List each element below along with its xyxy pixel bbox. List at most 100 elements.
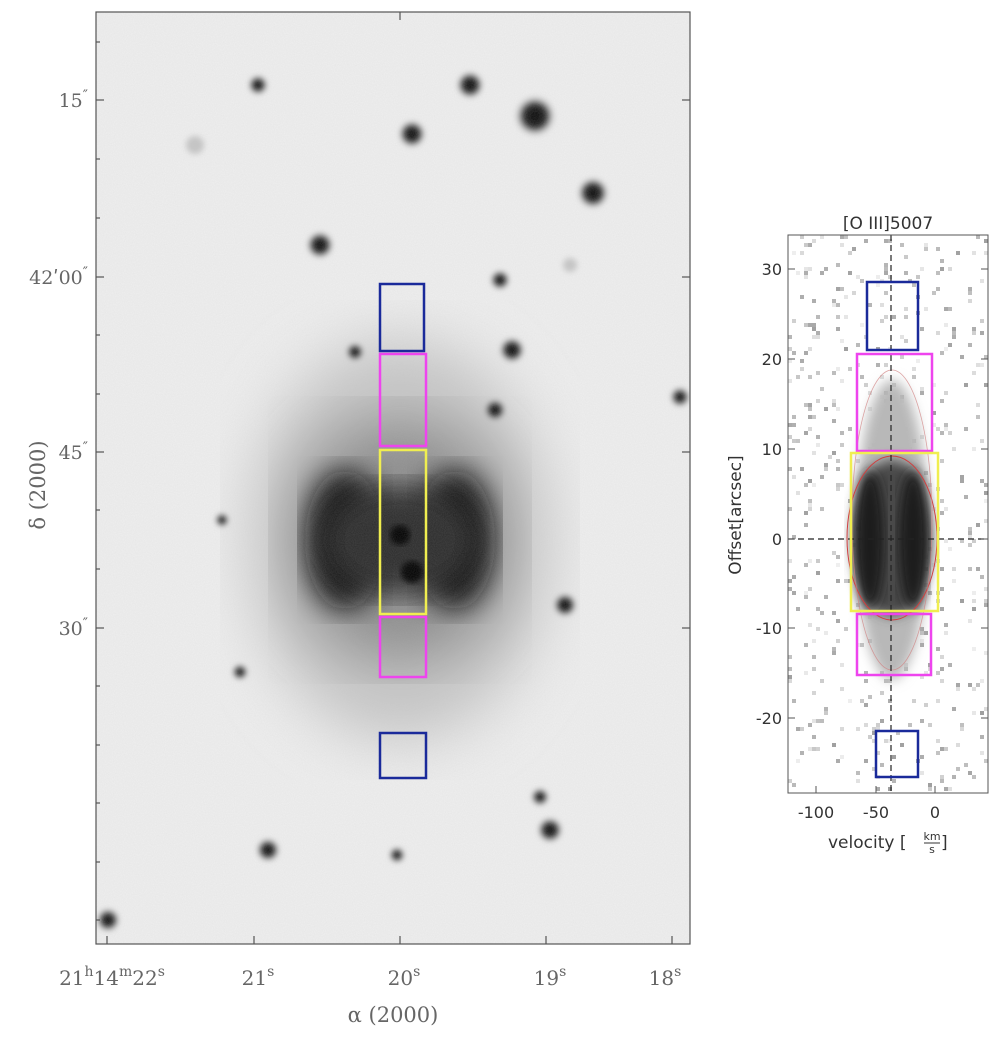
pv-noise-pixel	[856, 275, 860, 279]
pv-noise-pixel	[800, 367, 804, 371]
pv-noise-pixel	[840, 379, 844, 383]
pv-noise-pixel	[856, 343, 860, 347]
pv-noise-pixel	[944, 427, 948, 431]
pv-noise-pixel	[796, 375, 800, 379]
pv-noise-pixel	[904, 339, 908, 343]
aperture-middle-bottom	[378, 615, 428, 679]
pv-noise-pixel	[932, 383, 936, 387]
pv-noise-pixel	[952, 707, 956, 711]
pv-noise-pixel	[800, 467, 804, 471]
pv-noise-pixel	[788, 467, 792, 471]
pv-noise-pixel	[960, 599, 964, 603]
pv-noise-pixel	[964, 427, 968, 431]
pv-noise-pixel	[940, 351, 944, 355]
pv-noise-pixel	[908, 723, 912, 727]
pv-noise-pixel	[812, 327, 816, 331]
pv-noise-pixel	[876, 363, 880, 367]
pv-noise-pixel	[804, 323, 808, 327]
pv-noise-pixel	[984, 483, 988, 487]
pv-noise-pixel	[812, 735, 816, 739]
pv-noise-pixel	[796, 271, 800, 275]
pv-noise-pixel	[792, 423, 796, 427]
pv-noise-pixel	[804, 563, 808, 567]
pv-noise-pixel	[832, 743, 836, 747]
pv-noise-pixel	[980, 479, 984, 483]
pv-noise-pixel	[864, 759, 868, 763]
pv-noise-pixel	[900, 355, 904, 359]
pv-noise-pixel	[840, 287, 844, 291]
pv-noise-pixel	[816, 399, 820, 403]
pv-noise-pixel	[948, 547, 952, 551]
pv-noise-pixel	[796, 491, 800, 495]
pv-noise-pixel	[948, 787, 952, 791]
pv-noise-pixel	[952, 579, 956, 583]
pv-noise-pixel	[808, 479, 812, 483]
pv-noise-pixel	[900, 243, 904, 247]
pv-noise-pixel	[912, 375, 916, 379]
pv-noise-pixel	[968, 531, 972, 535]
pv-noise-pixel	[924, 631, 928, 635]
pv-noise-pixel	[820, 271, 824, 275]
pv-noise-pixel	[876, 275, 880, 279]
pv-noise-pixel	[956, 251, 960, 255]
pv-noise-pixel	[972, 775, 976, 779]
pv-diagram	[788, 235, 988, 793]
pv-noise-pixel	[940, 459, 944, 463]
pv-noise-pixel	[920, 327, 924, 331]
pv-noise-pixel	[900, 335, 904, 339]
pv-noise-pixel	[844, 235, 848, 239]
pv-noise-pixel	[896, 731, 900, 735]
pv-noise-pixel	[812, 415, 816, 419]
pv-ylabel: Offset[arcsec]	[726, 455, 746, 574]
pv-xlabel: velocity [ km s ]	[828, 830, 948, 856]
pv-noise-pixel	[820, 475, 824, 479]
pv-noise-pixel	[808, 587, 812, 591]
pv-noise-pixel	[824, 631, 828, 635]
pv-noise-pixel	[928, 783, 932, 787]
pv-noise-pixel	[856, 603, 860, 607]
pv-noise-pixel	[816, 331, 820, 335]
pv-noise-pixel	[968, 287, 972, 291]
pv-ytick-2: 10	[762, 440, 782, 459]
pv-noise-pixel	[984, 599, 988, 603]
pv-noise-pixel	[816, 747, 820, 751]
pv-ytick-1: 20	[762, 350, 782, 369]
pv-noise-pixel	[812, 639, 816, 643]
pv-noise-pixel	[980, 735, 984, 739]
pv-noise-pixel	[952, 567, 956, 571]
pv-noise-pixel	[804, 403, 808, 407]
pv-noise-pixel	[976, 235, 980, 239]
pv-noise-pixel	[800, 295, 804, 299]
pv-noise-pixel	[904, 255, 908, 259]
pv-noise-pixel	[812, 299, 816, 303]
pv-noise-pixel	[844, 627, 848, 631]
pv-noise-pixel	[852, 247, 856, 251]
pv-noise-pixel	[960, 539, 964, 543]
pv-noise-pixel	[864, 383, 868, 387]
pv-noise-pixel	[804, 267, 808, 271]
pv-noise-pixel	[852, 291, 856, 295]
pv-noise-pixel	[792, 699, 796, 703]
pv-noise-pixel	[872, 727, 876, 731]
pv-noise-pixel	[984, 603, 988, 607]
svg-text:km: km	[923, 830, 940, 843]
pv-noise-pixel	[816, 315, 820, 319]
pv-noise-pixel	[840, 235, 844, 239]
pv-noise-pixel	[868, 391, 872, 395]
pv-y-tick-marks	[788, 268, 988, 719]
pv-noise-pixel	[928, 483, 932, 487]
pv-noise-pixel	[792, 251, 796, 255]
pv-noise-pixel	[836, 287, 840, 291]
pv-y-tick-labels: 30 20 10 0 -10 -20	[756, 260, 782, 728]
pv-noise-pixel	[904, 315, 908, 319]
pv-noise-pixel	[924, 671, 928, 675]
pv-noise-pixel	[796, 727, 800, 731]
pv-noise-pixel	[920, 755, 924, 759]
pv-noise-pixel	[920, 719, 924, 723]
pv-noise-pixel	[816, 559, 820, 563]
pv-noise-pixel	[856, 779, 860, 783]
pv-ytick-0: 30	[762, 260, 782, 279]
pv-noise-pixel	[808, 243, 812, 247]
pv-noise-pixel	[836, 459, 840, 463]
pv-noise-pixel	[876, 723, 880, 727]
